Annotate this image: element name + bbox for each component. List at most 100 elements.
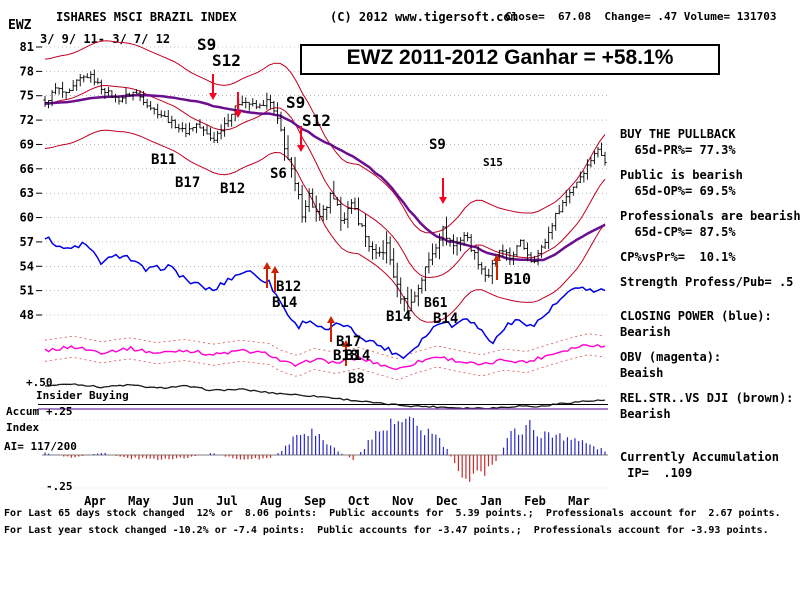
price-tick-label: 51 <box>20 284 34 298</box>
panel-spacer <box>620 422 798 431</box>
obv-lower-envelope <box>44 354 606 380</box>
signal-label: B17 <box>336 334 361 350</box>
month-label: Dec <box>436 494 458 508</box>
panel-spacer <box>620 431 798 440</box>
panel-text-line: CP%vsPr%= 10.1% <box>620 250 736 264</box>
panel-text-line: 65d-OP%= 69.5% <box>620 184 736 198</box>
panel-text-line: Strength Profess/Pub= .5 <box>620 275 794 289</box>
copyright-text: (C) 2012 www.tigersoft.com <box>330 10 518 24</box>
sell-arrow-head <box>297 145 305 152</box>
month-label: Oct <box>348 494 370 508</box>
panel-text-line: 65d-PR%= 77.3% <box>620 143 736 157</box>
signal-label: B61 <box>424 296 448 311</box>
signal-label: S9 <box>197 35 216 54</box>
analysis-panel: BUY THE PULLBACK 65d-PR%= 77.3% Public is… <box>620 126 800 481</box>
buy-arrow-head <box>493 254 501 261</box>
panel-text-line: Beaish <box>620 366 664 380</box>
price-tick-label: 78 <box>20 64 34 78</box>
signal-label: B12 <box>220 181 245 197</box>
sell-arrow-head <box>439 197 447 204</box>
ma-21day-line <box>44 84 606 278</box>
indicator-axis-label: +.50 <box>26 376 53 389</box>
panel-text-line: CLOSING POWER (blue): <box>620 309 772 323</box>
panel-spacer <box>620 290 798 299</box>
month-label: Feb <box>524 494 546 508</box>
price-tick-label: 57 <box>20 235 34 249</box>
buy-arrow-head <box>271 266 279 273</box>
buy-arrow-head <box>263 262 271 269</box>
signal-label: B8 <box>348 371 365 387</box>
summary-line-year: For Last year stock changed -10.2% or -7… <box>4 525 769 536</box>
date-range: 3/ 9/ 11- 3/ 7/ 12 <box>40 32 171 46</box>
indicator-axis-label: Index <box>6 421 39 434</box>
signal-label: B11 <box>151 152 176 168</box>
buy-arrow-head <box>342 340 350 347</box>
panel-text-line: BUY THE PULLBACK <box>620 127 736 141</box>
panel-text-line: 65d-CP%= 87.5% <box>620 225 736 239</box>
signal-label: B14 <box>272 295 297 311</box>
indicator-axis-label: +.25 <box>46 405 73 418</box>
price-tick-label: 72 <box>20 113 34 127</box>
upper-band-line <box>44 40 606 234</box>
panel-text-line: OBV (magenta): <box>620 350 722 364</box>
signal-label: S6 <box>270 166 287 182</box>
signal-label: B18 <box>333 348 358 364</box>
month-label: Jun <box>172 494 194 508</box>
sell-arrow-head <box>209 93 217 100</box>
panel-spacer <box>620 440 798 449</box>
price-tick-label: 63 <box>20 186 34 200</box>
price-tick-label: 69 <box>20 137 34 151</box>
indicator-axis-label: AI= 117/200 <box>4 440 77 453</box>
month-label: Sep <box>304 494 326 508</box>
panel-text-line: REL.STR..VS DJI (brown): <box>620 391 794 405</box>
price-tick-label: 60 <box>20 211 34 225</box>
panel-text-line: Bearish <box>620 407 671 421</box>
signal-label: B14 <box>345 348 370 364</box>
ma-65day-line <box>44 93 606 262</box>
price-tick-label: 75 <box>20 89 34 103</box>
panel-text-line: Bearish <box>620 325 671 339</box>
signal-label: B10 <box>504 270 531 288</box>
panel-text-line: Public is bearish <box>620 168 743 182</box>
obv-line <box>44 344 606 371</box>
signal-label: S12 <box>302 111 331 130</box>
signal-label: S9 <box>429 137 446 153</box>
panel-text-line: Professionals are bearish <box>620 209 800 223</box>
month-label: Jan <box>480 494 502 508</box>
indicator-axis-label: Insider Buying <box>36 389 129 402</box>
panel-text-line: Currently Accumulation <box>620 450 779 464</box>
panel-spacer <box>620 199 798 208</box>
signal-label: S9 <box>286 93 305 112</box>
index-name: ISHARES MSCI BRAZIL INDEX <box>56 10 237 24</box>
panel-spacer <box>620 381 798 390</box>
indicator-axis-label: -.25 <box>46 480 73 493</box>
lower-band-line <box>44 129 606 323</box>
sell-arrow-head <box>234 111 242 118</box>
relative-strength-line <box>44 383 606 410</box>
buy-arrow-head <box>327 316 335 323</box>
obv-upper-envelope <box>44 333 606 359</box>
month-label: Apr <box>84 494 106 508</box>
closing-power-line <box>44 236 606 360</box>
summary-line-65d: For Last 65 days stock changed 12% or 8.… <box>4 508 781 519</box>
month-label: Aug <box>260 494 282 508</box>
month-label: Jul <box>216 494 238 508</box>
signal-label: S15 <box>483 156 503 169</box>
signal-label: B12 <box>276 279 301 295</box>
quote-summary: Close= 67.08 Change= .47 Volume= 131703 <box>505 10 777 23</box>
indicator-axis-label: Accum <box>6 405 39 418</box>
price-tick-label: 81 <box>20 40 34 54</box>
panel-spacer <box>620 240 798 249</box>
panel-spacer <box>620 158 798 167</box>
ticker-symbol: EWZ <box>8 18 32 33</box>
month-label: Nov <box>392 494 414 508</box>
signal-label: B17 <box>175 175 200 191</box>
price-tick-label: 54 <box>20 259 34 273</box>
panel-text-line: IP= .109 <box>620 466 693 480</box>
panel-spacer <box>620 340 798 349</box>
price-tick-label: 48 <box>20 308 34 322</box>
month-label: May <box>128 494 150 508</box>
panel-spacer <box>620 299 798 308</box>
